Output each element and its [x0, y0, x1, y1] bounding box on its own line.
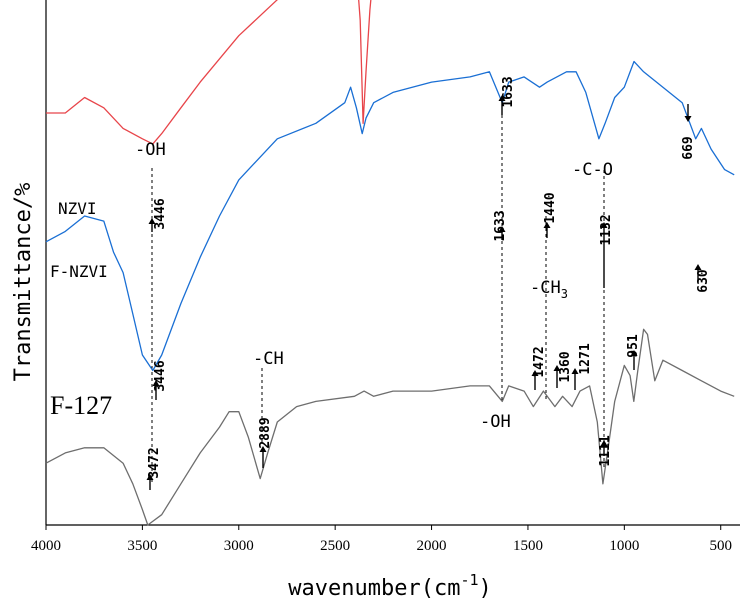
- x-tick-label-2500: 2500: [320, 538, 350, 554]
- peak-label-3446: 3446: [153, 360, 168, 391]
- peak-label-951: 951: [626, 334, 641, 358]
- peak-label-1360: 1360: [558, 351, 573, 382]
- peak-label-630: 630: [696, 269, 711, 293]
- peak-arrow-head: [600, 222, 608, 228]
- x-axis-title: wavenumber(cm-1): [288, 571, 492, 601]
- peak-label-1271: 1271: [578, 343, 593, 374]
- peak-arrow-head: [498, 95, 506, 101]
- peak-arrow-head: [684, 116, 692, 122]
- series-label-f-nzvi: F-NZVI: [50, 262, 108, 281]
- peak-arrow-head: [600, 440, 608, 446]
- peak-arrow-head: [543, 222, 551, 228]
- peak-arrow-head: [146, 474, 154, 480]
- series-line-nzvi: [46, 0, 372, 145]
- chart-labels: NZVI F-NZVI F-127 3446 1633 669 3446 1633 1440 11…: [50, 76, 711, 478]
- peak-arrow-head: [152, 380, 160, 386]
- peak-arrow-head: [259, 446, 267, 452]
- peak-label-3446: 3446: [153, 198, 168, 229]
- peak-label-669: 669: [681, 136, 696, 159]
- peak-label-1633: 1633: [493, 210, 508, 241]
- peak-label-1440: 1440: [543, 192, 558, 223]
- group-label-ch: -CH: [253, 349, 284, 369]
- x-axis-title-end: ): [479, 576, 492, 601]
- peak-arrow-head: [571, 368, 579, 374]
- group-label-ch3: -CH3: [530, 278, 568, 301]
- group-label-oh-top: -OH: [135, 140, 166, 160]
- x-tick-label-4000: 4000: [31, 538, 61, 554]
- peak-label-1472: 1472: [532, 346, 547, 377]
- series-label-f-127: F-127: [50, 391, 112, 420]
- x-tick-label-1500: 1500: [513, 538, 543, 554]
- x-axis-title-main: wavenumber(cm: [288, 576, 460, 601]
- peak-arrow-head: [531, 370, 539, 376]
- series-line-f-127: [45, 328, 735, 526]
- peak-arrow-head: [553, 365, 561, 371]
- x-tick-label-1000: 1000: [609, 538, 639, 554]
- series-label-nzvi: NZVI: [58, 199, 97, 218]
- peak-label-1633: 1633: [501, 76, 516, 107]
- series-lines: [45, 0, 735, 526]
- series-line-f-nzvi: [45, 60, 735, 372]
- x-tick-label-2000: 2000: [417, 538, 447, 554]
- peak-label-1111: 1111: [598, 435, 613, 466]
- peak-arrow-head: [630, 350, 638, 356]
- peak-label-1132: 1132: [599, 214, 614, 245]
- x-tick-label-3500: 3500: [127, 538, 157, 554]
- peak-arrow-head: [694, 264, 702, 270]
- peak-label-3472: 3472: [147, 447, 162, 478]
- peak-arrow-head: [498, 226, 506, 232]
- group-label-oh-bottom: -OH: [480, 412, 511, 432]
- y-axis-title: Transmittance/%: [11, 183, 36, 382]
- guide-lines: [151, 115, 605, 482]
- x-ticks: 4000 3500 3000 2500 2000 1500 1000 500: [31, 525, 732, 554]
- group-label-c-o: -C-O: [572, 160, 613, 180]
- x-tick-label-500: 500: [709, 538, 732, 554]
- peak-arrows: [146, 95, 702, 490]
- x-axis-title-sup: -1: [460, 571, 478, 589]
- peak-arrow-head: [148, 218, 156, 224]
- x-tick-label-3000: 3000: [224, 538, 254, 554]
- peak-label-2889: 2889: [258, 417, 273, 448]
